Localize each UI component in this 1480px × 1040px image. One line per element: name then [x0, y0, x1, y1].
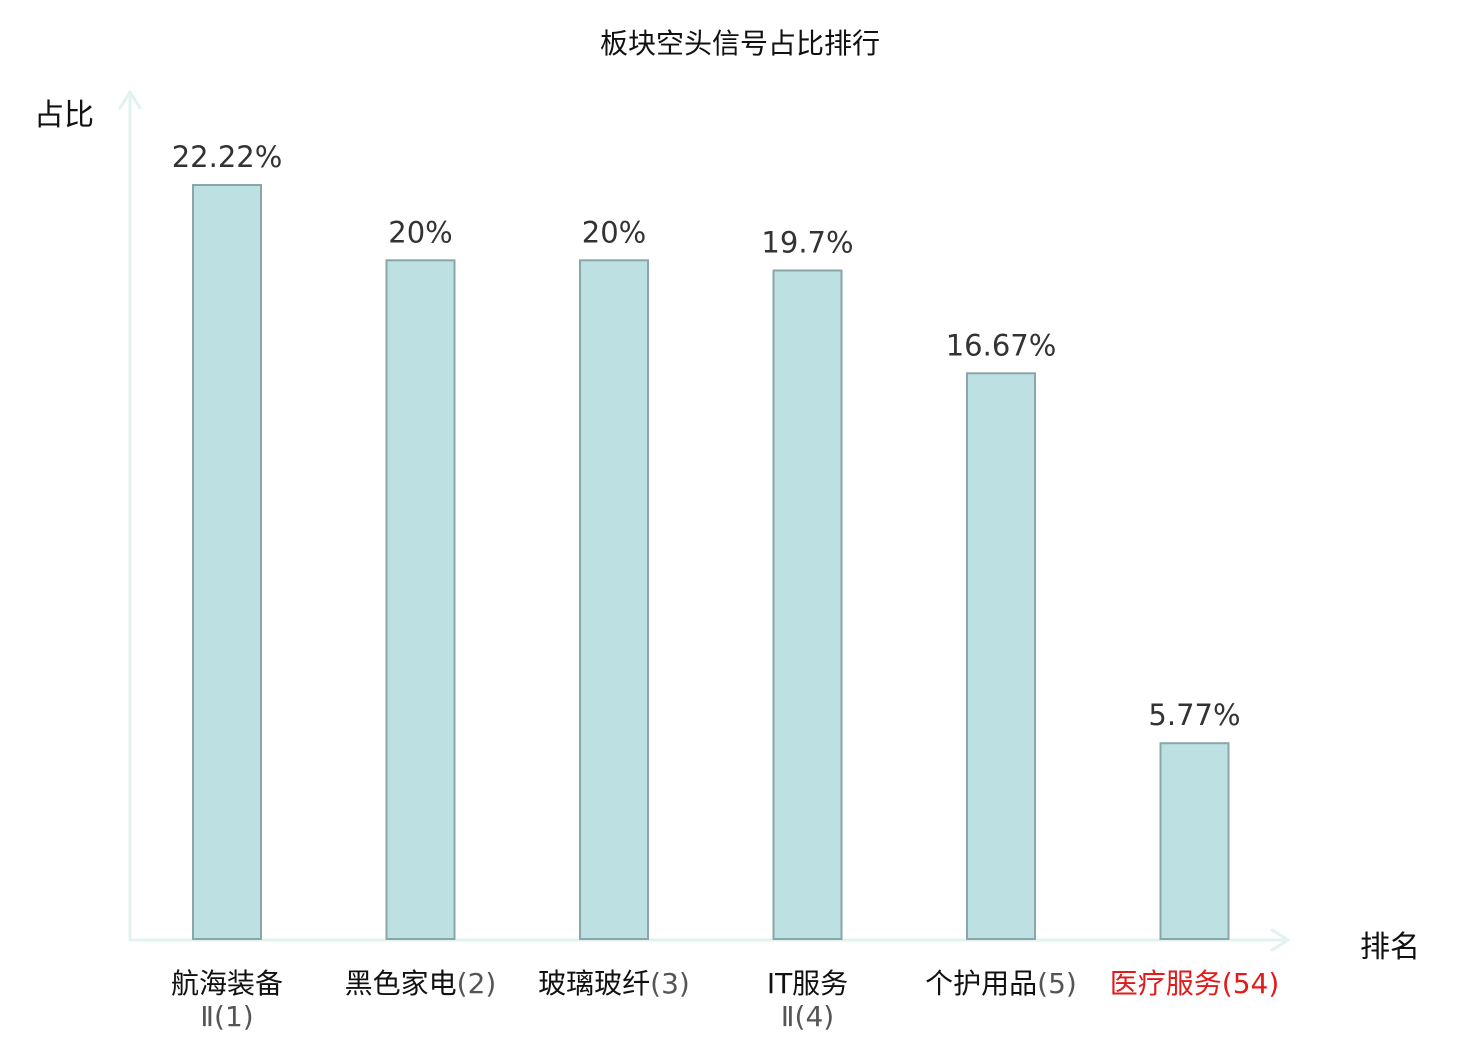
category-label: 玻璃玻纤(3) — [538, 967, 690, 1000]
category-rank: Ⅱ(4) — [781, 1000, 834, 1033]
category-label: 医疗服务(54) — [1110, 967, 1280, 1000]
category-name: IT服务 — [767, 967, 848, 1000]
category-name: 医疗服务 — [1110, 967, 1222, 1000]
category-rank: (5) — [1037, 967, 1077, 1000]
category-name: 黑色家电 — [345, 967, 457, 1000]
x-axis-arrow — [1270, 928, 1290, 952]
y-axis-arrow — [118, 90, 142, 110]
category-label: 个护用品(5) — [925, 967, 1077, 1000]
bar — [966, 372, 1036, 940]
bar — [579, 259, 649, 940]
value-label: 19.7% — [761, 226, 853, 260]
category-labels-group: 航海装备 Ⅱ(1) 黑色家电(2) 玻璃玻纤(3) IT服务 Ⅱ(4) 个护用品(5) 医疗服… — [171, 967, 1279, 1033]
category-name: 玻璃玻纤 — [538, 967, 650, 1000]
category-rank: Ⅱ(1) — [200, 1000, 253, 1033]
value-labels-group: 22.22% 20% 20% 19.7% 16.67% 5.77% — [172, 140, 1241, 732]
category-label: IT服务 Ⅱ(4) — [767, 967, 848, 1033]
category-name: 航海装备 — [171, 967, 283, 1000]
category-rank: (2) — [457, 967, 497, 1000]
x-axis-title: 排名 — [1360, 930, 1420, 965]
value-label: 16.67% — [946, 328, 1057, 362]
value-label: 22.22% — [172, 140, 283, 174]
category-rank: (3) — [650, 967, 690, 1000]
chart-title: 板块空头信号占比排行 — [599, 27, 880, 60]
category-label: 航海装备 Ⅱ(1) — [171, 967, 283, 1033]
axes — [118, 90, 1290, 952]
bar — [1159, 742, 1230, 941]
y-axis-title: 占比 — [34, 98, 94, 133]
category-rank: (54) — [1222, 967, 1279, 1000]
bar — [772, 269, 843, 940]
value-label: 20% — [582, 215, 646, 249]
value-label: 5.77% — [1148, 698, 1240, 732]
category-name: 个护用品 — [925, 967, 1037, 1000]
bars-group — [192, 184, 1230, 941]
value-label: 20% — [388, 215, 452, 249]
bar — [385, 259, 456, 940]
bar — [192, 184, 262, 940]
category-label: 黑色家电(2) — [345, 967, 497, 1000]
